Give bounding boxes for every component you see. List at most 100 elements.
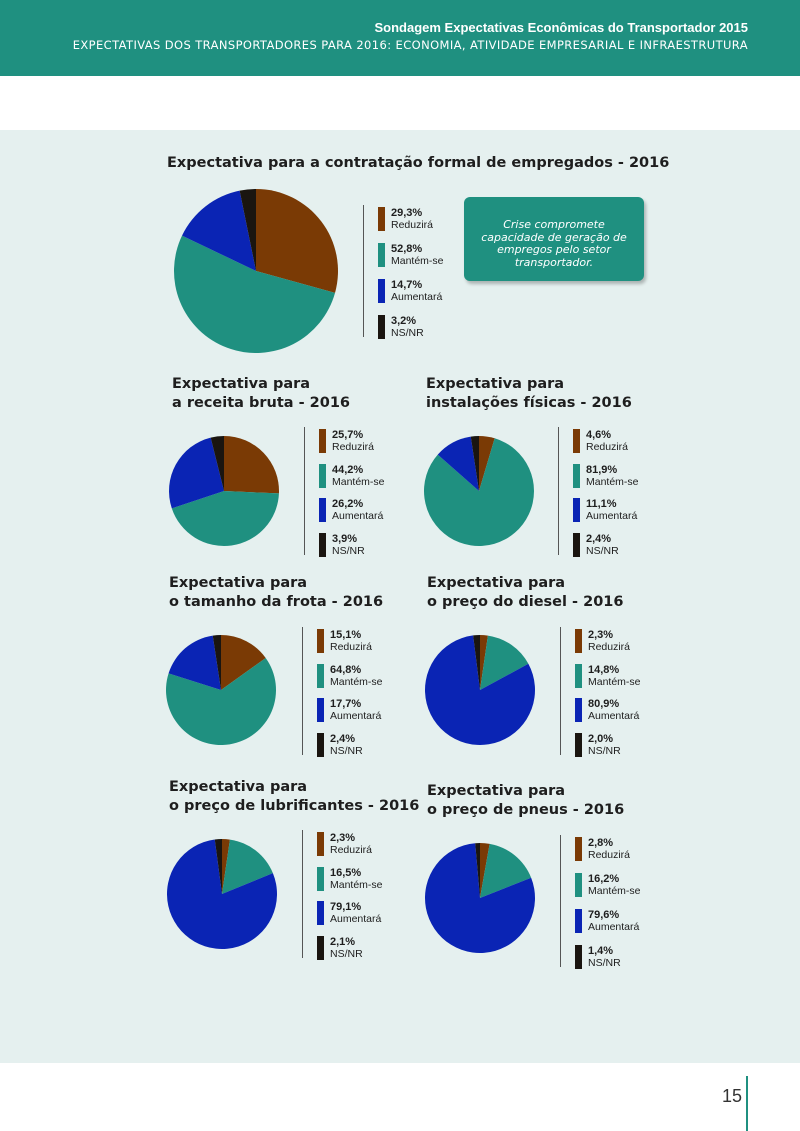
- chart-title-line: o preço de lubrificantes - 2016: [169, 798, 420, 814]
- legend-value: 2,4%: [586, 533, 612, 545]
- legend-swatch: [319, 463, 326, 488]
- legend-swatch: [319, 533, 326, 557]
- legend-lubrificantes: 2,3% Reduzirá 16,5% Mantém-se 79,1% Aumentará…: [302, 830, 412, 960]
- pie-slice-aumentara: [169, 437, 224, 509]
- legend-label: Aumentará: [330, 913, 382, 926]
- pie-chart-lubrificantes: [167, 839, 277, 949]
- pie-slice-ns-nr: [212, 635, 221, 690]
- legend-item-ns-nr: 2,4% NS/NR: [317, 733, 417, 761]
- legend-label: Aumentará: [330, 710, 382, 723]
- legend-value: 79,1%: [330, 901, 362, 914]
- legend-label: NS/NR: [588, 957, 621, 969]
- legend-swatch: [317, 698, 324, 723]
- legend-value: 2,3%: [330, 832, 356, 844]
- legend-receita: 25,7% Reduzirá 44,2% Mantém-se 26,2% Aumentar…: [304, 427, 414, 557]
- legend-item-ns-nr: 3,9% NS/NR: [319, 533, 419, 561]
- chart-title-line: Expectativa para: [169, 779, 308, 795]
- pie-slice-ns-nr: [214, 839, 222, 894]
- legend-value: 44,2%: [332, 463, 364, 476]
- legend-label: Aumentará: [391, 291, 443, 303]
- legend-label: Mantém-se: [332, 475, 385, 488]
- pie-slice-mantem-se: [171, 491, 279, 546]
- legend-value: 81,9%: [586, 463, 618, 476]
- legend-swatch: [378, 315, 385, 339]
- legend-label: Aumentará: [588, 921, 640, 933]
- legend-item-aumentara: 17,7% Aumentará: [317, 698, 417, 726]
- legend-label: NS/NR: [330, 745, 363, 757]
- callout-box: Crise compromete capacidade de geração d…: [464, 197, 644, 281]
- pie-slice-reduzira: [480, 635, 488, 690]
- report-subtitle: EXPECTATIVAS DOS TRANSPORTADORES PARA 20…: [72, 38, 748, 52]
- pie-slice-aumentara: [182, 190, 256, 271]
- pie-chart-receita: [169, 436, 279, 546]
- legend-label: Reduzirá: [586, 441, 629, 453]
- legend-label: Reduzirá: [588, 849, 631, 861]
- legend-swatch: [378, 279, 385, 303]
- legend-swatch: [573, 533, 580, 557]
- chart-title-line: Expectativa para: [169, 575, 308, 591]
- legend-swatch: [317, 901, 324, 926]
- legend-item-ns-nr: 3,2% NS/NR: [378, 315, 478, 343]
- legend-label: NS/NR: [588, 745, 621, 757]
- legend-label: Reduzirá: [330, 844, 373, 856]
- chart-title-line: o preço do diesel - 2016: [427, 594, 624, 610]
- legend-item-reduzira: 2,3% Reduzirá: [317, 832, 417, 860]
- pie-slice-ns-nr: [475, 843, 480, 898]
- page-number-bar: [746, 1076, 748, 1131]
- pie-chart-contratacao: [173, 189, 338, 353]
- legend-swatch: [575, 733, 582, 757]
- legend-item-ns-nr: 1,4% NS/NR: [575, 945, 675, 973]
- pie-slice-ns-nr: [239, 189, 256, 271]
- pie-slice-aumentara: [168, 635, 221, 690]
- pie-slice-mantem-se: [480, 843, 532, 898]
- legend-label: NS/NR: [330, 948, 363, 960]
- legend-frota: 15,1% Reduzirá 64,8% Mantém-se 17,7% Aumentar…: [302, 627, 412, 757]
- legend-swatch: [317, 733, 324, 757]
- legend-value: 80,9%: [588, 698, 620, 711]
- legend-value: 2,4%: [330, 733, 356, 745]
- legend-item-aumentara: 26,2% Aumentará: [319, 498, 419, 526]
- legend-item-aumentara: 79,1% Aumentará: [317, 901, 417, 929]
- legend-label: Mantém-se: [588, 885, 641, 897]
- legend-swatch: [317, 866, 324, 891]
- chart-title-line: Expectativa para: [172, 376, 311, 392]
- legend-value: 29,3%: [391, 207, 423, 219]
- legend-swatch: [317, 663, 324, 688]
- legend-swatch: [378, 207, 385, 231]
- legend-swatch: [573, 429, 580, 453]
- pie-slice-reduzira: [480, 843, 490, 898]
- pie-chart-diesel: [425, 635, 535, 745]
- pie-slice-aumentara: [425, 635, 535, 745]
- legend-item-mantem-se: 81,9% Mantém-se: [573, 463, 673, 492]
- legend-value: 16,2%: [588, 873, 620, 885]
- legend-value: 2,8%: [588, 837, 614, 849]
- legend-item-aumentara: 14,7% Aumentará: [378, 279, 478, 307]
- legend-swatch: [317, 629, 324, 653]
- legend-value: 2,3%: [588, 629, 614, 641]
- legend-item-reduzira: 2,3% Reduzirá: [575, 629, 675, 657]
- legend-value: 79,6%: [588, 909, 620, 921]
- legend-instalacoes: 4,6% Reduzirá 81,9% Mantém-se 11,1% Aumentará…: [558, 427, 668, 557]
- legend-value: 15,1%: [330, 629, 362, 641]
- legend-item-reduzira: 29,3% Reduzirá: [378, 207, 478, 235]
- legend-item-reduzira: 4,6% Reduzirá: [573, 429, 673, 457]
- pie-slice-ns-nr: [473, 635, 480, 690]
- chart-title-line: Expectativa para: [427, 575, 566, 591]
- legend-item-reduzira: 2,8% Reduzirá: [575, 837, 675, 865]
- pie-slice-reduzira: [479, 436, 495, 491]
- legend-contratacao: 29,3% Reduzirá 52,8% Mantém-se 14,7% Aumentar…: [363, 205, 473, 339]
- legend-swatch: [575, 873, 582, 897]
- legend-label: Mantém-se: [391, 255, 444, 267]
- chart-title-receita: Expectativa para a receita bruta - 2016: [172, 375, 350, 413]
- legend-item-reduzira: 25,7% Reduzirá: [319, 429, 419, 457]
- legend-label: Mantém-se: [586, 475, 639, 488]
- pie-slice-ns-nr: [470, 436, 479, 491]
- pie-slice-mantem-se: [222, 839, 273, 894]
- legend-item-ns-nr: 2,4% NS/NR: [573, 533, 673, 561]
- chart-title-contratacao: Expectativa para a contratação formal de…: [167, 154, 669, 173]
- legend-value: 16,5%: [330, 866, 362, 879]
- legend-swatch: [573, 463, 580, 488]
- legend-label: Aumentará: [588, 710, 640, 723]
- legend-value: 2,1%: [330, 936, 356, 948]
- legend-item-aumentara: 80,9% Aumentará: [575, 698, 675, 726]
